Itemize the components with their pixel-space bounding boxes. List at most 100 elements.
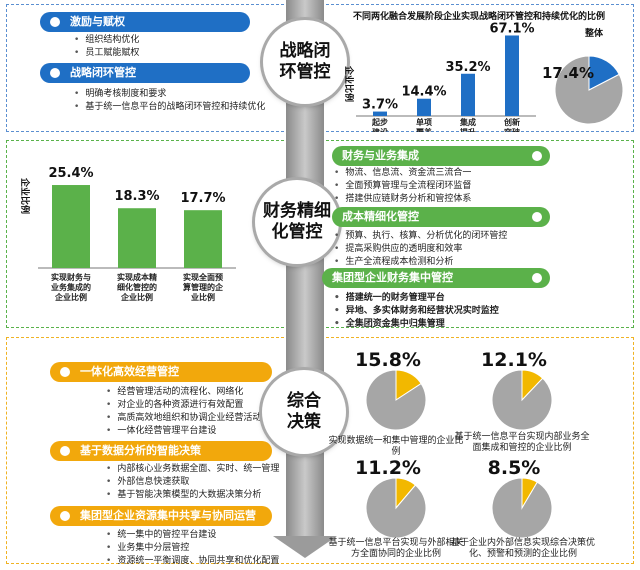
pie-title: 整体 [584, 27, 604, 39]
x-tick-label: 细化管控的 [117, 282, 157, 292]
banner-intelligent-decision: 基于数据分析的智能决策 [50, 441, 272, 461]
bar [184, 210, 222, 268]
list-item: 全集团资金集中归集管理 [334, 318, 499, 331]
pie-value-label: 12.1% [481, 349, 547, 371]
banner-resource-sharing: 集团型企业资源集中共享与协同运营 [50, 506, 272, 526]
bullet-dot-icon [60, 446, 70, 456]
banner-label: 一体化高效经营管控 [80, 365, 179, 378]
list-item: 异地、多实体财务和经营状况实时监控 [334, 305, 499, 318]
circle-label-line: 环管控 [279, 62, 331, 82]
pie-value-label: 11.2% [355, 457, 421, 479]
data-label: 25.4% [48, 166, 93, 181]
circle-label-line: 财务精细 [263, 201, 331, 221]
banner-label: 激励与赋权 [70, 15, 125, 28]
pie-chart-decision-optimization: 8.5% [488, 457, 553, 539]
x-tick-label: 实现全面预 [183, 272, 223, 282]
x-tick-label: 实现财务与 [51, 272, 91, 282]
resource-sharing-list: 统一集中的管控平台建设 业务集中分层管控 资源统一平衡调度、协同共享和优化配置 [106, 529, 279, 568]
bullet-dot-icon [50, 68, 60, 78]
progress-arrow-head [273, 536, 337, 558]
circle-label-line: 综合 [287, 391, 321, 411]
data-label: 18.3% [114, 189, 159, 204]
pie-slice [491, 369, 553, 431]
circle-label-line: 化管控 [271, 222, 323, 242]
banner-incentive: 激励与赋权 [40, 12, 250, 32]
strategy-control-list: 明确考核制度和要求 基于统一信息平台的战略闭环管控和持续优化 [74, 88, 265, 114]
pie-caption: 实现数据统一和集中管理的企业比例 [328, 436, 464, 457]
pie-slice [554, 55, 624, 125]
banner-label: 集团型企业财务集中管控 [332, 271, 453, 284]
group-finance-list: 搭建统一的财务管理平台 异地、多实体财务和经营状况实时监控 全集团资金集中归集管… [334, 292, 499, 331]
bullet-dot-icon [50, 17, 60, 27]
banner-label: 集团型企业资源集中共享与协同运营 [80, 509, 256, 522]
list-item: 业务集中分层管控 [106, 542, 279, 555]
list-item: 物流、信息流、资金流三流合一 [334, 167, 471, 180]
x-tick-label: 集成 [459, 117, 476, 127]
cost-control-list: 预算、执行、核算、分析优化的闭环管控 提高采购供应的透明度和效率 生产全流程成本… [334, 230, 507, 269]
y-axis-label: 企业比例 [19, 177, 31, 214]
decision-circle: 综合 决策 [262, 370, 346, 454]
list-item: 一体化经营管理平台建设 [106, 425, 261, 438]
banner-group-finance: 集团型企业财务集中管控 [322, 268, 550, 288]
banner-cost-control: 成本精细化管控 [332, 207, 550, 227]
banner-label: 战略闭环管控 [70, 66, 136, 79]
y-axis-label: 企业比例 [343, 65, 355, 102]
list-item: 基于统一信息平台的战略闭环管控和持续优化 [74, 101, 265, 114]
pie-caption: 基于统一信息平台实现内部业务全面集成和管控的企业比例 [454, 432, 590, 453]
bar [417, 98, 431, 116]
x-tick-label: 建设 [371, 127, 388, 132]
chart-title: 不同两化融合发展阶段企业实现战略闭环管控和持续优化的比例 [353, 10, 605, 22]
list-item: 搭建供应链财务分析和管控体系 [334, 193, 471, 206]
finance-integration-list: 物流、信息流、资金流三流合一 全面预算管理与全流程闭环监督 搭建供应链财务分析和… [334, 167, 471, 206]
list-item: 搭建统一的财务管理平台 [334, 292, 499, 305]
banner-integrated-management: 一体化高效经营管控 [50, 362, 272, 382]
x-tick-label: 单项 [416, 117, 432, 127]
circle-label-line: 决策 [287, 412, 321, 432]
pie-chart-internal-integration: 12.1% [481, 349, 553, 431]
pie-slice [365, 477, 427, 539]
list-item: 预算、执行、核算、分析优化的闭环管控 [334, 230, 507, 243]
list-item: 明确考核制度和要求 [74, 88, 265, 101]
x-tick-label: 创新 [503, 117, 520, 127]
bar [118, 208, 156, 268]
banner-label: 基于数据分析的智能决策 [80, 444, 201, 457]
x-tick-label: 突破 [504, 127, 520, 132]
intelligent-decision-list: 内部核心业务数据全面、实时、统一管理 外部信息快速获取 基于智能决策模型的大数据… [106, 463, 279, 502]
list-item: 组织结构优化 [74, 34, 139, 47]
banner-strategy-control: 战略闭环管控 [40, 63, 250, 83]
x-tick-label: 算管理的企 [183, 282, 224, 292]
data-label: 14.4% [401, 85, 446, 100]
pie-value-label: 8.5% [488, 457, 541, 479]
data-label: 3.7% [362, 98, 398, 113]
bullet-dot-icon [532, 273, 542, 283]
pie-slice [365, 369, 427, 431]
x-tick-label: 业务集成的 [51, 282, 91, 292]
list-item: 生产全流程成本检测和分析 [334, 256, 507, 269]
pie-chart-data-integration: 15.8% [355, 349, 427, 431]
pie-value-label: 17.4% [542, 64, 594, 82]
bar [373, 111, 387, 116]
data-label: 17.7% [180, 191, 225, 206]
list-item: 基于智能决策模型的大数据决策分析 [106, 489, 279, 502]
x-tick-label: 企业比例 [54, 292, 87, 302]
pie-value-label: 15.8% [355, 349, 421, 371]
list-item: 外部信息快速获取 [106, 476, 279, 489]
x-tick-label: 业比例 [191, 292, 215, 302]
integrated-management-list: 经营管理活动的流程化、网络化 对企业的各种资源进行有效配置 高质高效地组织和协调… [106, 386, 261, 438]
list-item: 资源统一平衡调度、协同共享和优化配置 [106, 555, 279, 568]
incentive-list: 组织结构优化 员工赋能赋权 [74, 34, 139, 60]
list-item: 经营管理活动的流程化、网络化 [106, 386, 261, 399]
x-tick-label: 起步 [371, 117, 388, 127]
x-tick-label: 提升 [460, 127, 476, 132]
bar [52, 185, 90, 268]
list-item: 对企业的各种资源进行有效配置 [106, 399, 261, 412]
list-item: 高质高效地组织和协调企业经营活动 [106, 412, 261, 425]
x-tick-label: 覆盖 [416, 127, 432, 132]
data-label: 35.2% [445, 60, 490, 75]
pie-chart-external-collaboration: 11.2% [355, 457, 427, 539]
finance-circle: 财务精细 化管控 [255, 180, 339, 264]
data-label: 67.1% [489, 21, 534, 36]
banner-label: 财务与业务集成 [342, 149, 419, 162]
list-item: 统一集中的管控平台建设 [106, 529, 279, 542]
